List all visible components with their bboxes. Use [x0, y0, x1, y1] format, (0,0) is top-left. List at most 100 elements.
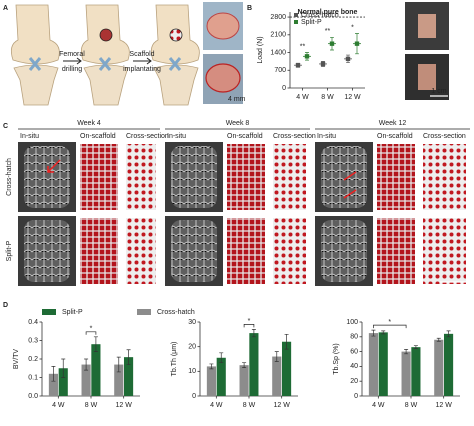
arrow-red	[47, 159, 61, 173]
y-tick-label: 30	[188, 319, 196, 326]
legend-label: Split-P	[62, 309, 83, 316]
legend-label: Split-P	[301, 19, 322, 26]
defect	[169, 28, 183, 42]
scaffold-image	[227, 218, 265, 284]
tibia	[83, 64, 129, 106]
column-label: Cross-section	[273, 133, 316, 140]
x-tick-label: 12 W	[115, 402, 132, 409]
significance-label: **	[325, 28, 331, 35]
photo-sample	[418, 14, 436, 38]
bar	[368, 333, 379, 396]
ligament	[28, 57, 42, 71]
section-image	[423, 144, 466, 210]
column-label: In-situ	[317, 133, 336, 140]
ligament	[168, 57, 182, 71]
y-axis-label: Tb.Sp (%)	[333, 343, 340, 375]
section-image	[126, 144, 156, 210]
panel-label: D	[3, 302, 8, 309]
error-bar	[305, 52, 309, 61]
column-label: On-scaffold	[227, 133, 263, 140]
bone-image	[171, 220, 217, 282]
bone-image	[171, 146, 217, 208]
x-tick-label: 4 W	[52, 402, 65, 409]
bar	[249, 333, 259, 396]
bar	[114, 364, 124, 396]
significance-bracket	[373, 324, 407, 329]
legend-label: Cross-hatch	[157, 309, 195, 316]
bar	[239, 365, 249, 396]
significance-label: **	[300, 43, 306, 50]
x-tick-label: 4 W	[296, 94, 309, 101]
panel-label: B	[247, 5, 252, 12]
week-label: Week 4	[77, 120, 101, 127]
section-image	[126, 218, 156, 284]
y-axis-label: Load (N)	[257, 36, 264, 63]
legend-swatch	[294, 13, 298, 17]
y-tick-label: 2800	[270, 14, 286, 21]
x-tick-label: 12 W	[273, 402, 290, 409]
x-tick-label: 12 W	[435, 402, 452, 409]
bar	[411, 347, 421, 396]
x-tick-label: 4 W	[372, 402, 385, 409]
week-label: Week 12	[379, 120, 407, 127]
photo-tissue	[205, 63, 241, 93]
y-tick-label: 0.3	[28, 337, 38, 344]
ligament	[98, 57, 112, 71]
legend-swatch	[294, 20, 298, 24]
x-tick-label: 8 W	[85, 402, 98, 409]
scaffold-image	[377, 218, 415, 284]
y-tick-label: 60	[350, 348, 358, 355]
error-bar	[330, 36, 334, 51]
column-label: Cross-section	[126, 133, 169, 140]
legend-label: Cross-hatch	[301, 12, 339, 19]
section-image	[273, 218, 306, 284]
bone-image	[24, 146, 70, 208]
error-bar	[251, 329, 256, 338]
bar	[401, 351, 411, 396]
significance-label: *	[248, 318, 251, 325]
significance-bracket	[85, 331, 97, 335]
photo-tissue	[206, 12, 240, 40]
x-tick-label: 8 W	[405, 402, 418, 409]
error-bar	[355, 33, 359, 55]
bar	[434, 339, 444, 396]
y-tick-label: 20	[350, 378, 358, 385]
error-bar	[126, 349, 131, 365]
x-tick-label: 4 W	[210, 402, 223, 409]
error-bar	[284, 333, 289, 350]
column-label: In-situ	[167, 133, 186, 140]
error-bar	[116, 356, 121, 373]
error-bar	[371, 329, 376, 337]
step-label: Femoral	[59, 51, 85, 58]
step-label: implantating	[123, 66, 161, 73]
y-tick-label: 20	[188, 344, 196, 351]
y-tick-label: 40	[350, 363, 358, 370]
legend-swatch	[137, 309, 151, 315]
reference-label: Normal pure bone	[298, 9, 358, 16]
scaffold-image	[80, 218, 118, 284]
bar	[58, 368, 68, 396]
y-tick-label: 10	[188, 368, 196, 375]
significance-label: *	[351, 24, 354, 31]
bar	[281, 341, 292, 396]
photo-sample	[418, 64, 436, 90]
panel-label: A	[3, 5, 8, 12]
bar	[272, 356, 282, 396]
error-bar	[346, 54, 350, 64]
row-label: Split-P	[6, 240, 13, 261]
bar	[81, 364, 91, 396]
error-bar	[274, 351, 279, 362]
error-bar	[84, 358, 89, 371]
arrow	[133, 57, 152, 65]
y-tick-label: 1400	[270, 49, 286, 56]
y-axis-label: BV/TV	[13, 349, 20, 370]
significance-label: *	[90, 326, 93, 333]
scaffold-image	[377, 144, 415, 210]
bar	[48, 373, 59, 396]
bone-image	[321, 146, 367, 208]
x-tick-label: 8 W	[321, 94, 334, 101]
error-bar	[51, 366, 56, 382]
arrow	[63, 57, 82, 65]
error-bar	[404, 349, 409, 355]
